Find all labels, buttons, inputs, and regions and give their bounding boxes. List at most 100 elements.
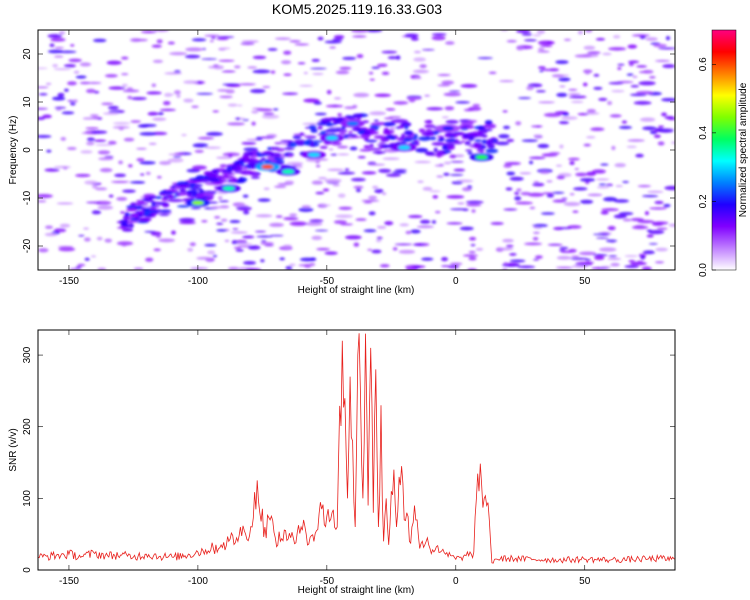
- heatmap-cell: [613, 214, 627, 219]
- heatmap-cell: [216, 37, 229, 41]
- heatmap-cell: [607, 225, 616, 231]
- top-x-axis-label: Height of straight line (km): [298, 285, 415, 296]
- heatmap-cell: [404, 33, 419, 38]
- heatmap-cell: [309, 219, 324, 223]
- heatmap-cell: [136, 147, 147, 150]
- heatmap-cell: [632, 75, 638, 78]
- heatmap-cell: [578, 251, 597, 256]
- heatmap-cell: [563, 38, 572, 41]
- heatmap-cell: [503, 262, 509, 266]
- heatmap-cell: [260, 157, 266, 161]
- heatmap-cell: [162, 204, 170, 207]
- heatmap-cell: [439, 137, 445, 141]
- heatmap-cell: [126, 87, 134, 91]
- heatmap-cell: [85, 127, 99, 130]
- heatmap-cell: [368, 71, 374, 75]
- heatmap-cell: [352, 113, 364, 118]
- heatmap-cell: [171, 230, 176, 235]
- heatmap-cell: [53, 55, 64, 58]
- heatmap-cell: [484, 120, 493, 125]
- heatmap-cell: [621, 120, 628, 124]
- heatmap-cell: [546, 180, 553, 183]
- heatmap-cell: [653, 43, 668, 48]
- heatmap-cell: [186, 168, 201, 173]
- heatmap-cell: [618, 212, 634, 216]
- heatmap-cell: [257, 153, 268, 156]
- heatmap-cell: [406, 131, 412, 136]
- heatmap-cell: [351, 136, 361, 139]
- heatmap-cell: [614, 163, 627, 168]
- heatmap-cell: [559, 85, 566, 88]
- heatmap-cell: [173, 90, 181, 95]
- heatmap-cell: [188, 177, 200, 181]
- heatmap-cell: [45, 225, 54, 230]
- heatmap-cell: [204, 146, 221, 149]
- heatmap-cell: [636, 65, 648, 68]
- heatmap-cell: [449, 154, 457, 159]
- heatmap-cell: [516, 188, 522, 192]
- heatmap-cell: [125, 208, 138, 212]
- heatmap-cell: [577, 30, 583, 35]
- heatmap-cell: [543, 112, 562, 117]
- heatmap-cell: [121, 228, 134, 232]
- heatmap-cell: [605, 183, 613, 187]
- heatmap-cell: [169, 52, 188, 56]
- heatmap-cell: [94, 200, 112, 205]
- heatmap-cell: [286, 161, 304, 165]
- heatmap-cell: [45, 82, 52, 85]
- y-tick-label: 10: [22, 96, 33, 108]
- heatmap-cell: [177, 205, 190, 208]
- heatmap-cell: [270, 70, 276, 74]
- chart-title: KOM5.2025.119.16.33.G03: [272, 1, 442, 17]
- heatmap-cell: [240, 42, 255, 45]
- heatmap-cell: [147, 111, 159, 116]
- heatmap-cell: [639, 117, 656, 122]
- bottom-x-axis-label: Height of straight line (km): [298, 585, 415, 596]
- heatmap-cell: [506, 40, 517, 43]
- heatmap-cell: [408, 215, 423, 219]
- heatmap-cell: [337, 171, 356, 175]
- heatmap-cell: [399, 223, 410, 227]
- heatmap-cell: [441, 256, 449, 262]
- heatmap-cell: [228, 266, 240, 270]
- heatmap-cell: [282, 92, 299, 95]
- heatmap-cell: [441, 116, 449, 119]
- heatmap-cell: [559, 249, 566, 252]
- heatmap-cell: [297, 62, 306, 65]
- heatmap-cell: [506, 171, 516, 176]
- heatmap-cell: [217, 196, 223, 200]
- heatmap-cell: [532, 236, 539, 241]
- heatmap-cell: [658, 47, 675, 50]
- heatmap-cell: [140, 173, 145, 176]
- heatmap-cell: [446, 222, 463, 225]
- heatmap-cell: [563, 202, 581, 207]
- heatmap-cell: [560, 116, 578, 120]
- heatmap-cell: [421, 257, 434, 261]
- heatmap-cell: [506, 138, 515, 143]
- heatmap-cell: [186, 189, 199, 194]
- heatmap-cell: [344, 235, 362, 240]
- heatmap-cell: [363, 229, 377, 233]
- heatmap-cell: [93, 38, 107, 43]
- heatmap-cell: [466, 203, 482, 207]
- heatmap-cell: [645, 37, 658, 41]
- heatmap-cell: [377, 63, 388, 67]
- colorbar-tick-label: 0.2: [698, 194, 709, 208]
- heatmap-cell: [292, 135, 302, 139]
- heatmap-cell: [473, 144, 482, 149]
- heatmap-cell: [240, 170, 254, 175]
- heatmap-cell: [313, 101, 322, 105]
- heatmap-cell: [450, 161, 464, 163]
- heatmap-cell: [401, 121, 412, 127]
- heatmap-cell: [626, 145, 637, 149]
- heatmap-cell: [194, 149, 204, 153]
- heatmap-cell: [532, 182, 545, 187]
- heatmap-cell: [454, 154, 465, 158]
- x-tick-label: -50: [320, 276, 335, 287]
- heatmap-cell: [158, 161, 172, 165]
- heatmap-cell: [344, 133, 358, 137]
- heatmap-cell: [586, 109, 596, 113]
- heatmap-cell: [584, 112, 600, 115]
- heatmap-cell: [38, 116, 46, 121]
- heatmap-cell: [453, 168, 466, 172]
